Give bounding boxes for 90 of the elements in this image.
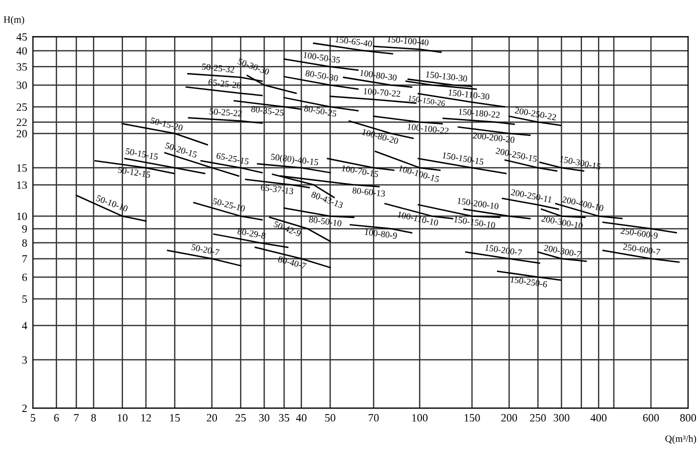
- series-label: 50-25-22: [210, 108, 242, 117]
- text: 65-25-28: [208, 78, 242, 89]
- x-tick-label: 6: [54, 414, 59, 422]
- text: 80-60-13: [352, 187, 386, 197]
- x-tick-label: 5: [30, 414, 36, 422]
- x-tick-label: 150: [464, 414, 480, 422]
- text: 250-600-9: [620, 228, 658, 239]
- y-tick-label: 7: [22, 255, 28, 263]
- x-tick-label: 30: [259, 414, 270, 422]
- text: 80-29-8: [237, 228, 266, 239]
- text: 200-300-10: [541, 215, 583, 230]
- text: 250-600-7: [622, 244, 660, 256]
- text: 150-250-6: [510, 276, 548, 288]
- text: 150-300-15: [560, 156, 602, 170]
- text: 65-37-13: [260, 184, 294, 194]
- y-tick-label: 4: [22, 322, 28, 330]
- x-tick-label: 40: [296, 414, 306, 422]
- text: 80-50-10: [308, 216, 342, 227]
- text: 150-150-15: [442, 152, 484, 165]
- x-tick-label: 25: [236, 414, 246, 422]
- text: 50-12-15: [118, 166, 151, 178]
- y-tick-label: 35: [16, 63, 27, 71]
- series-label: 100-70-22: [364, 88, 400, 97]
- text: 100-50-35: [303, 52, 340, 64]
- text: 50-15-20: [150, 117, 184, 132]
- text: 150-200-10: [457, 198, 499, 210]
- x-tick-label: 100: [412, 414, 428, 422]
- y-tick-label: 3: [22, 356, 27, 364]
- text: 100-80-9: [364, 228, 398, 239]
- y-tick-label: 6: [22, 274, 28, 282]
- text: 200-250-11: [510, 189, 552, 203]
- text: 80-40-7: [278, 256, 306, 270]
- x-tick-label: 15: [170, 414, 180, 422]
- text: 150-65-40: [335, 36, 372, 47]
- x-axis-title: Q(m³/h): [665, 435, 696, 444]
- text: 50-20-15: [164, 142, 198, 158]
- text: 65-25-15: [216, 152, 250, 165]
- text: 50-25-10: [212, 198, 246, 212]
- x-tick-label: 70: [368, 414, 379, 422]
- x-tick-label: 10: [118, 414, 128, 422]
- y-tick-label: 25: [16, 103, 27, 111]
- text: 200-200-20: [472, 132, 515, 143]
- y-tick-label: 40: [16, 47, 27, 55]
- text: 150-110-30: [448, 89, 490, 100]
- x-tick-label: 400: [590, 414, 607, 422]
- text: 200-400-10: [562, 196, 604, 212]
- y-tick-label: 20: [16, 130, 27, 138]
- text: 150-150-26: [408, 95, 446, 106]
- text: 100-100-22: [408, 124, 449, 134]
- x-tick-label: 35: [279, 414, 290, 422]
- x-tick-label: 12: [141, 414, 151, 422]
- text: 50-25-32: [202, 64, 234, 73]
- x-tick-label: 250: [530, 414, 546, 422]
- x-tick-label: 200: [501, 414, 518, 422]
- text: 80-35-25: [250, 106, 284, 116]
- y-tick-label: 2: [22, 404, 27, 412]
- y-tick-label: 13: [17, 181, 27, 189]
- series-label: 150-180-22: [458, 108, 500, 118]
- y-tick-label: 9: [22, 225, 27, 233]
- text: 150-200-7: [485, 244, 522, 256]
- text: 100-110-10: [398, 211, 439, 226]
- text: 100-70-15: [342, 165, 379, 178]
- text: 100-80-20: [362, 128, 399, 144]
- text: 50-20-7: [191, 244, 220, 256]
- y-tick-label: 10: [17, 212, 27, 220]
- text: 50(80)-40-15: [270, 153, 319, 168]
- text: 150-130-30: [426, 71, 468, 82]
- y-tick-label: 45: [16, 33, 27, 41]
- text: 80-50-30: [305, 70, 338, 82]
- text: 200-250-22: [514, 107, 556, 120]
- x-tick-label: 50: [325, 414, 336, 422]
- y-tick-label: 22: [16, 118, 27, 126]
- text: 200-300-7: [544, 244, 582, 258]
- y-tick-label: 8: [22, 239, 27, 247]
- x-tick-label: 300: [554, 414, 570, 422]
- y-tick-label: 15: [17, 164, 27, 172]
- x-tick-label: 7: [74, 414, 79, 422]
- x-tick-label: 20: [206, 414, 217, 422]
- y-axis-title: H(m): [4, 16, 24, 25]
- x-tick-label: 800: [680, 414, 696, 422]
- text: 150-150-10: [454, 216, 496, 228]
- text: 50-15-15: [125, 148, 158, 160]
- y-tick-label: 5: [22, 295, 27, 303]
- y-tick-label: 30: [16, 82, 27, 90]
- text: 200-250-15: [496, 148, 538, 162]
- text: 80-50-25: [304, 105, 337, 117]
- text: 100-80-30: [360, 70, 397, 81]
- series-label: 150-100-40: [387, 36, 429, 46]
- x-tick-label: 600: [643, 414, 659, 422]
- x-tick-label: 8: [91, 414, 96, 422]
